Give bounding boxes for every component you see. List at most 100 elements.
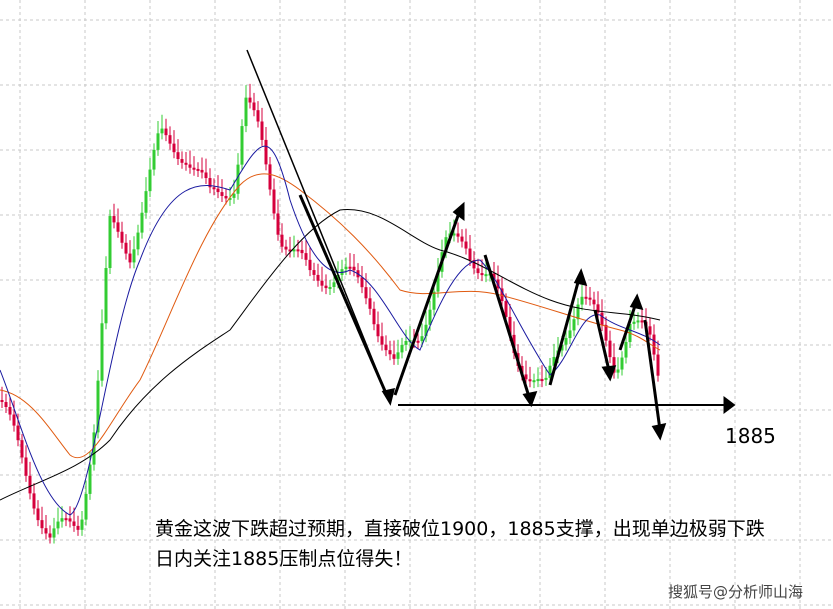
- candle-body: [40, 520, 44, 529]
- candle-body: [564, 338, 568, 345]
- candle-body: [624, 342, 628, 358]
- candle-body: [568, 330, 572, 339]
- candle-body: [72, 521, 76, 526]
- candle-body: [436, 271, 440, 292]
- candle-body: [60, 518, 64, 522]
- candle-body: [160, 128, 164, 134]
- candle-body: [400, 344, 404, 353]
- candle-body: [64, 518, 68, 521]
- candle-body: [364, 287, 368, 299]
- candle-body: [580, 296, 584, 305]
- candle-body: [316, 274, 320, 281]
- level-label: 1885: [725, 424, 776, 448]
- candle-body: [428, 309, 432, 325]
- candle-body: [344, 266, 348, 270]
- candle-body: [240, 126, 244, 165]
- candle-body: [196, 168, 200, 171]
- candle-body: [544, 377, 548, 380]
- annotation-line: 黄金这波下跌超过预期，直接破位1900，1885支撑，出现单边极弱下跌: [155, 518, 765, 540]
- candle-body: [128, 253, 132, 263]
- candle-body: [136, 232, 140, 250]
- candle-body: [300, 249, 304, 254]
- candle-body: [576, 304, 580, 320]
- candle-body: [108, 216, 112, 269]
- candle-body: [100, 323, 104, 381]
- candle-body: [416, 340, 420, 343]
- candle-body: [508, 316, 512, 335]
- candle-body: [476, 268, 480, 274]
- candle-body: [320, 280, 324, 286]
- candle-body: [532, 380, 536, 383]
- candle-body: [48, 533, 52, 538]
- candle-body: [284, 246, 288, 250]
- candle-body: [360, 277, 364, 288]
- candle-body: [636, 320, 640, 323]
- candle-body: [348, 266, 352, 269]
- candle-body: [24, 457, 28, 476]
- candle-body: [308, 259, 312, 271]
- candle-body: [68, 518, 72, 522]
- candle-body: [548, 365, 552, 378]
- candle-body: [304, 253, 308, 260]
- candle-body: [640, 320, 644, 323]
- candle-body: [4, 402, 8, 408]
- candle-body: [264, 139, 268, 165]
- candle-body: [540, 379, 544, 382]
- candle-body: [248, 97, 252, 103]
- candle-body: [388, 350, 392, 355]
- candle-body: [420, 336, 424, 342]
- moving-average: [0, 209, 661, 501]
- candle-body: [376, 324, 380, 337]
- candle-body: [524, 374, 528, 380]
- candle-body: [216, 188, 220, 193]
- candle-body: [88, 464, 92, 494]
- candle-body: [372, 308, 376, 325]
- candle-body: [208, 178, 212, 188]
- candle-body: [280, 234, 284, 247]
- candle-body: [200, 169, 204, 173]
- candle-body: [12, 414, 16, 426]
- candle-body: [608, 340, 612, 358]
- candle-body: [404, 341, 408, 345]
- candle-body: [572, 319, 576, 331]
- candle-body: [560, 344, 564, 351]
- candle-body: [592, 299, 596, 305]
- candle-body: [272, 189, 276, 214]
- candle-body: [648, 326, 652, 335]
- candle-body: [188, 164, 192, 168]
- candle-body: [396, 352, 400, 359]
- candle-body: [168, 135, 172, 144]
- candle-body: [480, 273, 484, 276]
- candle-body: [460, 236, 464, 242]
- candle-body: [324, 285, 328, 289]
- candle-body: [56, 521, 60, 529]
- candle-body: [612, 357, 616, 373]
- candle-body: [260, 121, 264, 140]
- candle-body: [76, 525, 80, 530]
- candle-body: [16, 425, 20, 441]
- candle-body: [32, 493, 36, 509]
- candle-body: [44, 528, 48, 534]
- candle-body: [152, 149, 156, 170]
- candle-body: [84, 493, 88, 520]
- candle-body: [296, 249, 300, 252]
- moving-average: [0, 173, 661, 458]
- candle-body: [616, 369, 620, 373]
- candle-body: [232, 193, 236, 198]
- candle-body: [452, 233, 456, 236]
- candle-body: [224, 195, 228, 199]
- candle-body: [504, 301, 508, 317]
- candle-body: [0, 400, 4, 403]
- candle-body: [132, 249, 136, 263]
- candle-body: [656, 354, 660, 376]
- candle-body: [256, 110, 260, 122]
- candle-body: [96, 380, 100, 433]
- candle-body: [148, 169, 152, 192]
- candle-body: [268, 164, 272, 190]
- candle-body: [500, 288, 504, 302]
- candle-body: [140, 212, 144, 233]
- candle-body: [620, 357, 624, 370]
- candle-body: [236, 164, 240, 194]
- candle-body: [392, 354, 396, 359]
